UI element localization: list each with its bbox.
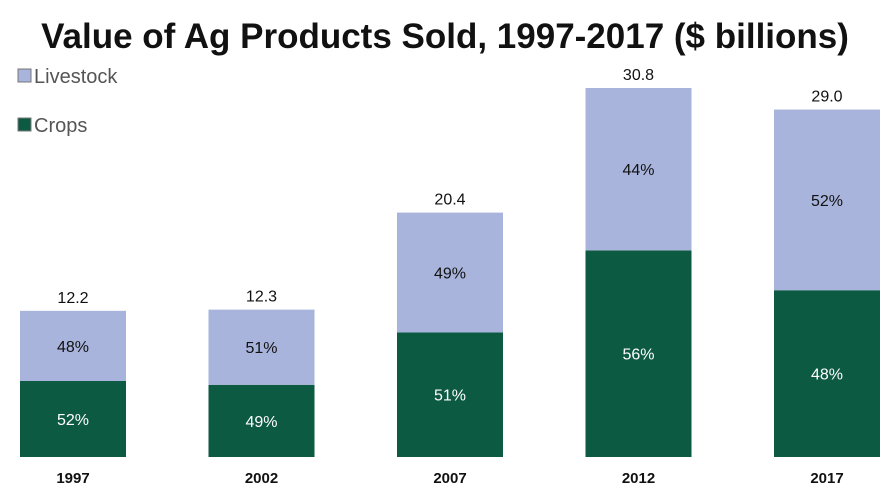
bar-segment-livestock bbox=[585, 88, 692, 251]
segment-label-livestock: 51% bbox=[245, 340, 277, 357]
bar-segment-crops bbox=[774, 290, 880, 457]
segment-label-crops: 49% bbox=[245, 414, 277, 431]
legend-swatch-crops bbox=[17, 117, 32, 132]
segment-label-livestock: 44% bbox=[622, 162, 654, 179]
bar-segment-livestock bbox=[20, 310, 126, 381]
legend-label-livestock: Livestock bbox=[34, 66, 118, 88]
total-label: 20.4 bbox=[434, 192, 465, 209]
x-tick-label: 2007 bbox=[433, 470, 466, 487]
bar-segment-crops bbox=[208, 384, 315, 457]
segment-label-livestock: 48% bbox=[57, 339, 89, 356]
x-tick-label: 1997 bbox=[56, 470, 89, 487]
total-label: 29.0 bbox=[811, 89, 842, 106]
segment-label-crops: 48% bbox=[811, 367, 843, 384]
chart-title: Value of Ag Products Sold, 1997-2017 ($ … bbox=[41, 17, 849, 56]
legend: Livestock Crops bbox=[17, 66, 118, 137]
segment-label-livestock: 52% bbox=[811, 193, 843, 210]
segment-label-livestock: 49% bbox=[434, 265, 466, 282]
bar-segment-crops bbox=[397, 332, 503, 457]
bar-segment-crops bbox=[20, 380, 126, 457]
bars: 52% 48% 12.2 1997 49% 51% 12.3 2002 51% 49% 20.4 20… bbox=[20, 67, 880, 487]
total-label: 12.3 bbox=[246, 289, 277, 306]
bar-segment-livestock bbox=[208, 309, 315, 385]
x-tick-label: 2017 bbox=[810, 470, 843, 487]
bar-segment-livestock bbox=[774, 109, 880, 291]
bar-segment-livestock bbox=[397, 212, 503, 333]
bar-segment-crops bbox=[585, 250, 692, 457]
segment-label-crops: 56% bbox=[622, 347, 654, 364]
total-label: 12.2 bbox=[57, 290, 88, 307]
legend-label-crops: Crops bbox=[34, 115, 87, 137]
x-tick-label: 2012 bbox=[622, 470, 655, 487]
x-tick-label: 2002 bbox=[245, 470, 278, 487]
total-label: 30.8 bbox=[623, 67, 654, 84]
segment-label-crops: 52% bbox=[57, 412, 89, 429]
segment-label-crops: 51% bbox=[434, 388, 466, 405]
legend-swatch-livestock bbox=[17, 68, 32, 83]
